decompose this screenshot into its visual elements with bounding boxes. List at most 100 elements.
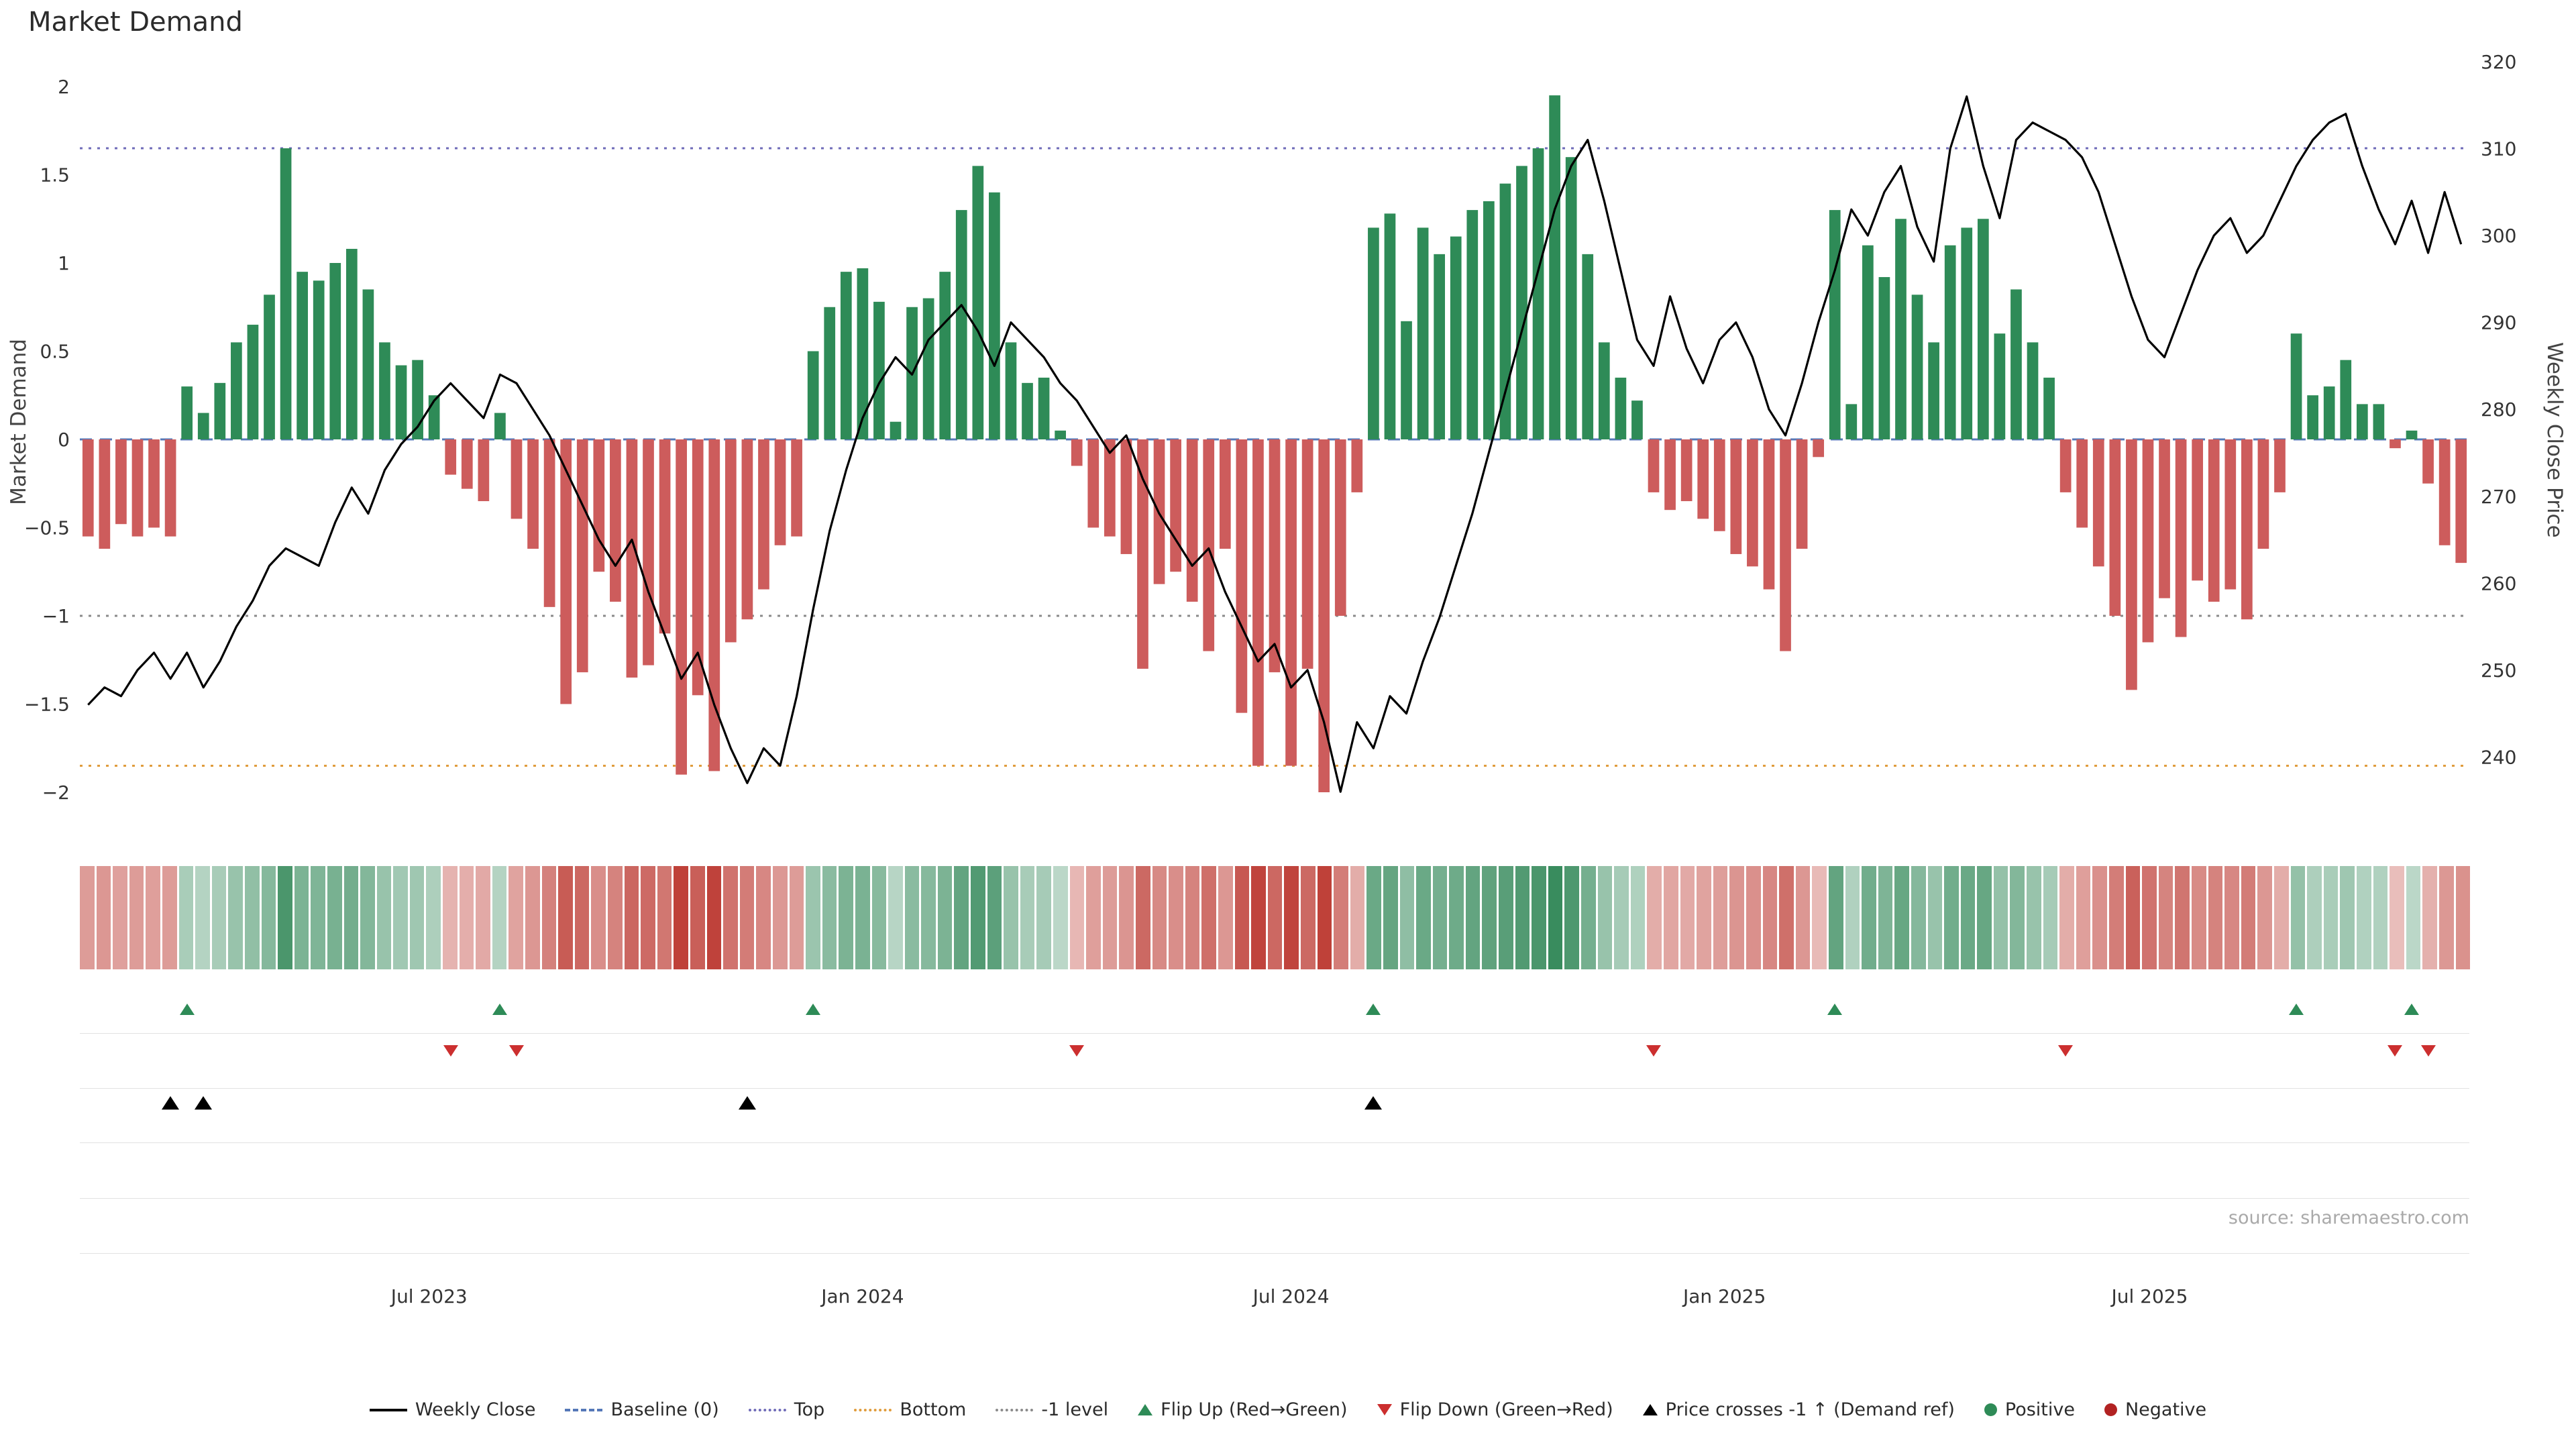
- marker-zone-gridline: [80, 1142, 2469, 1143]
- flip-down-marker: [2387, 1045, 2403, 1057]
- marker-zone-gridline: [80, 1088, 2469, 1089]
- heatmap-cell: [1828, 866, 1843, 969]
- legend-item: Weekly Close: [369, 1399, 536, 1420]
- heatmap-cell: [1762, 866, 1778, 969]
- heatmap-cell: [294, 866, 309, 969]
- heatmap-cell: [228, 866, 243, 969]
- negative-demand-bar: [527, 439, 539, 549]
- positive-demand-bar: [313, 280, 325, 439]
- positive-demand-bar: [1961, 227, 1973, 439]
- heatmap-cell: [2307, 866, 2322, 969]
- legend-item: Top: [748, 1399, 825, 1420]
- positive-demand-bar: [873, 301, 885, 439]
- negative-demand-bar: [1664, 439, 1676, 511]
- legend-label: Baseline (0): [610, 1399, 719, 1420]
- heatmap-cell: [2092, 866, 2108, 969]
- heatmap-cell: [558, 866, 573, 969]
- negative-demand-bar: [1747, 439, 1758, 567]
- heatmap-cell: [1234, 866, 1250, 969]
- negative-demand-bar: [758, 439, 769, 590]
- flip-down-marker: [1069, 1045, 1085, 1057]
- negative-demand-bar: [560, 439, 572, 704]
- positive-demand-bar: [1483, 201, 1495, 439]
- positive-demand-bar: [1516, 166, 1527, 439]
- negative-demand-bar: [2092, 439, 2104, 567]
- negative-demand-bar: [1780, 439, 1791, 651]
- right-axis-tick: 290: [2481, 312, 2516, 334]
- heatmap-cell: [2175, 866, 2190, 969]
- positive-demand-bar: [345, 248, 358, 439]
- negative-demand-bar: [1796, 439, 1808, 549]
- legend-swatch-dotted: [854, 1408, 892, 1411]
- positive-demand-bar: [972, 166, 984, 439]
- right-axis-tick: 310: [2481, 138, 2516, 160]
- heatmap-cell: [443, 866, 458, 969]
- flip-down-marker: [1646, 1045, 1661, 1057]
- negative-demand-bar: [511, 439, 523, 519]
- heatmap-cell: [1499, 866, 1513, 969]
- positive-demand-bar: [1055, 430, 1067, 439]
- heatmap-cell: [2422, 866, 2437, 969]
- negative-demand-bar: [1680, 439, 1693, 502]
- heatmap-cell: [1597, 866, 1613, 969]
- positive-demand-bar: [922, 298, 934, 439]
- heatmap-cell: [2109, 866, 2124, 969]
- right-axis-tick: 320: [2481, 51, 2516, 73]
- heatmap-cell: [1713, 866, 1728, 969]
- heatmap-cell: [211, 866, 227, 969]
- positive-demand-bar: [840, 272, 852, 439]
- negative-demand-bar: [1318, 439, 1330, 792]
- negative-demand-bar: [2422, 439, 2434, 484]
- heatmap-cell: [971, 866, 985, 969]
- heatmap-cell: [311, 866, 325, 969]
- negative-demand-bar: [2175, 439, 2187, 637]
- positive-demand-bar: [2290, 333, 2302, 439]
- heatmap-cell: [2208, 866, 2223, 969]
- negative-demand-bar: [724, 439, 737, 643]
- heatmap-cell: [1630, 866, 1646, 969]
- positive-demand-bar: [231, 342, 242, 439]
- negative-demand-bar: [1763, 439, 1775, 590]
- positive-demand-bar: [1368, 227, 1379, 439]
- heatmap-cell: [1878, 866, 1893, 969]
- heatmap-cell: [772, 866, 788, 969]
- heatmap-cell: [327, 866, 342, 969]
- heatmap-cell: [2406, 866, 2421, 969]
- heatmap-cell: [937, 866, 953, 969]
- heatmap-cell: [96, 866, 111, 969]
- negative-demand-bar: [115, 439, 127, 525]
- marker-zone-gridline: [80, 1198, 2469, 1199]
- heatmap-cell: [1267, 866, 1283, 969]
- legend-label: Negative: [2125, 1399, 2207, 1420]
- positive-demand-bar: [989, 192, 1000, 439]
- flip-down-marker: [2420, 1045, 2436, 1057]
- negative-demand-bar: [1087, 439, 1099, 528]
- legend-item: Negative: [2104, 1399, 2206, 1420]
- positive-demand-bar: [1022, 382, 1033, 439]
- price-cross-marker: [1364, 1096, 1383, 1110]
- legend-label: Price crosses -1 ↑ (Demand ref): [1665, 1399, 1955, 1420]
- heatmap-cell: [1218, 866, 1233, 969]
- negative-demand-bar: [2192, 439, 2204, 581]
- positive-demand-bar: [1499, 183, 1511, 439]
- demand-heatmap-strip: [80, 866, 2471, 969]
- heatmap-cell: [1845, 866, 1860, 969]
- heatmap-cell: [1185, 866, 1200, 969]
- flip-up-marker: [179, 1004, 195, 1015]
- legend-label: Top: [794, 1399, 825, 1420]
- left-axis-tick: −0.5: [24, 517, 70, 539]
- heatmap-cell: [723, 866, 738, 969]
- legend-label: Weekly Close: [415, 1399, 536, 1420]
- positive-demand-bar: [1450, 236, 1462, 439]
- negative-demand-bar: [1120, 439, 1132, 554]
- heatmap-cell: [2290, 866, 2306, 969]
- positive-demand-bar: [412, 360, 423, 439]
- positive-demand-bar: [264, 294, 275, 439]
- heatmap-cell: [1862, 866, 1876, 969]
- negative-demand-bar: [1203, 439, 1215, 651]
- negative-demand-bar: [2142, 439, 2154, 643]
- positive-demand-bar: [857, 268, 869, 439]
- heatmap-cell: [1779, 866, 1794, 969]
- heatmap-cell: [2142, 866, 2157, 969]
- heatmap-cell: [261, 866, 276, 969]
